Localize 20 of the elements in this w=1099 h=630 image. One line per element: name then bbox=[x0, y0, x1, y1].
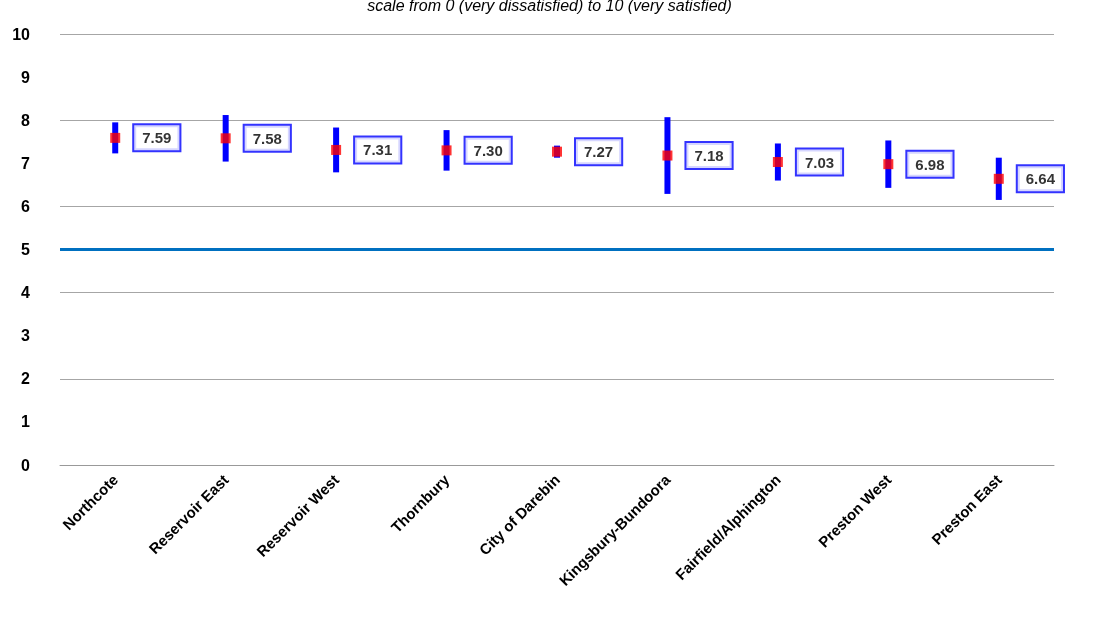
data-label: 6.98 bbox=[915, 155, 945, 173]
data-label: 7.31 bbox=[363, 141, 393, 159]
data-label: 7.30 bbox=[473, 141, 503, 159]
y-tick-label: 6 bbox=[21, 197, 31, 215]
y-tick-label: 8 bbox=[21, 111, 31, 129]
data-label: 7.27 bbox=[584, 143, 614, 161]
data-label: 7.58 bbox=[252, 129, 282, 147]
y-tick-label: 3 bbox=[21, 327, 31, 345]
data-label: 7.03 bbox=[804, 153, 835, 171]
data-label: 6.64 bbox=[1025, 170, 1056, 188]
data-label: 7.59 bbox=[142, 129, 172, 147]
y-tick-label: 1 bbox=[21, 413, 31, 431]
y-tick-label: 0 bbox=[21, 456, 31, 474]
y-tick-label: 4 bbox=[21, 284, 31, 302]
y-tick-label: 9 bbox=[21, 68, 31, 86]
y-tick-label: 2 bbox=[21, 370, 31, 388]
y-tick-label: 5 bbox=[21, 241, 31, 258]
y-tick-label: 10 bbox=[12, 25, 31, 43]
data-label: 7.18 bbox=[694, 147, 724, 165]
y-tick-label: 7 bbox=[21, 154, 31, 172]
